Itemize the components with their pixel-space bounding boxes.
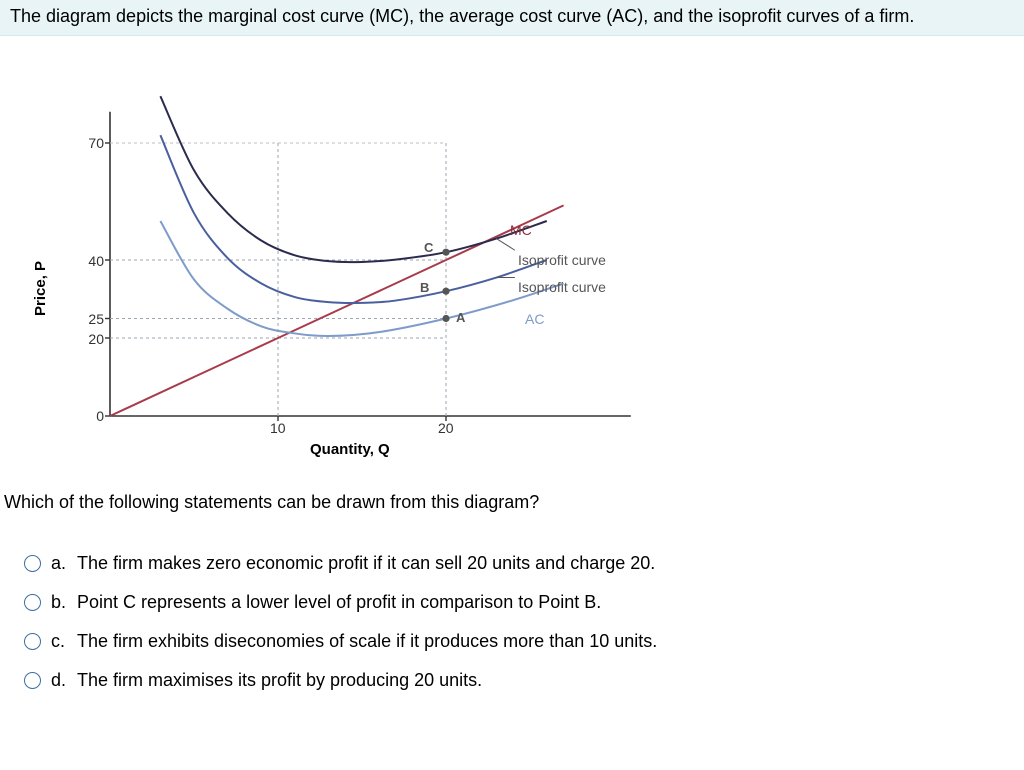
xtick-20: 20 [438, 420, 454, 436]
option-a[interactable]: a. The firm makes zero economic profit i… [24, 553, 1024, 574]
header-text: The diagram depicts the marginal cost cu… [10, 6, 914, 26]
y-axis-label: Price, P [32, 261, 49, 316]
cost-curves-chart: Price, P Quantity, Q 0 20 25 40 70 10 20… [0, 56, 640, 476]
ytick-25: 25 [88, 311, 104, 327]
radio-icon [24, 594, 41, 611]
option-text: The firm makes zero economic profit if i… [77, 553, 655, 574]
option-letter: a. [51, 553, 77, 574]
point-b-label: B [420, 280, 429, 295]
option-letter: d. [51, 670, 77, 691]
ytick-70: 70 [88, 135, 104, 151]
option-text: The firm exhibits diseconomies of scale … [77, 631, 657, 652]
option-d[interactable]: d. The firm maximises its profit by prod… [24, 670, 1024, 691]
radio-icon [24, 672, 41, 689]
iso-upper-label: Isoprofit curve [518, 252, 606, 268]
point-c-label: C [424, 240, 433, 255]
option-text: The firm maximises its profit by produci… [77, 670, 482, 691]
radio-icon [24, 633, 41, 650]
option-letter: b. [51, 592, 77, 613]
option-b[interactable]: b. Point C represents a lower level of p… [24, 592, 1024, 613]
question-stem: Which of the following statements can be… [4, 492, 1024, 513]
point-a-label: A [456, 310, 465, 325]
stem-text: Which of the following statements can be… [4, 492, 539, 512]
question-header: The diagram depicts the marginal cost cu… [0, 0, 1024, 36]
ytick-20: 20 [88, 331, 104, 347]
option-letter: c. [51, 631, 77, 652]
option-c[interactable]: c. The firm exhibits diseconomies of sca… [24, 631, 1024, 652]
ytick-0: 0 [96, 408, 104, 424]
x-axis-label: Quantity, Q [310, 441, 390, 458]
ytick-40: 40 [88, 253, 104, 269]
xtick-10: 10 [270, 420, 286, 436]
ac-label: AC [525, 311, 544, 327]
iso-lower-label: Isoprofit curve [518, 279, 606, 295]
mc-label: MC [510, 222, 532, 238]
answer-options: a. The firm makes zero economic profit i… [24, 553, 1024, 691]
radio-icon [24, 555, 41, 572]
option-text: Point C represents a lower level of prof… [77, 592, 601, 613]
